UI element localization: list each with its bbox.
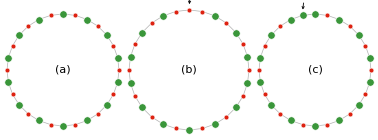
Point (110, 93, 116, 95)
Point (132, 95, 138, 97)
Point (160, 123, 166, 125)
Point (139, 106, 145, 108)
Point (73, 123, 79, 126)
Point (110, 45, 116, 47)
Point (336, 18, 342, 21)
Point (312, 13, 318, 15)
Point (233, 32, 239, 34)
Point (277, 25, 283, 27)
Point (312, 125, 318, 127)
Point (25, 25, 31, 27)
Point (363, 45, 369, 47)
Point (36, 18, 42, 21)
Point (73, 14, 79, 17)
Point (212, 123, 218, 125)
Point (212, 15, 218, 17)
Point (336, 119, 342, 122)
Point (223, 116, 229, 118)
Point (84, 119, 90, 122)
Point (223, 22, 229, 24)
Point (132, 43, 138, 45)
Point (199, 127, 205, 130)
Point (363, 93, 369, 95)
Point (149, 22, 155, 24)
Text: (c): (c) (308, 65, 322, 75)
Point (233, 106, 239, 108)
Point (257, 81, 263, 84)
Point (4, 69, 10, 71)
Point (36, 119, 42, 122)
Point (256, 69, 262, 71)
Point (127, 82, 133, 84)
Point (288, 18, 294, 21)
Point (262, 45, 268, 47)
Text: N-dopant: N-dopant (173, 0, 209, 3)
Point (5, 81, 11, 84)
Point (262, 93, 268, 95)
Point (16, 34, 22, 36)
Point (324, 123, 330, 126)
Point (173, 127, 179, 130)
Point (356, 104, 362, 106)
Point (25, 113, 31, 115)
Point (60, 13, 66, 15)
Point (127, 56, 133, 58)
Point (9, 93, 15, 95)
Point (48, 14, 54, 17)
Point (115, 56, 121, 59)
Point (367, 81, 373, 84)
Point (84, 18, 90, 21)
Point (245, 82, 251, 84)
Point (60, 125, 66, 127)
Point (347, 113, 353, 115)
Point (324, 14, 330, 17)
Point (268, 34, 274, 36)
Point (104, 34, 110, 36)
Point (173, 10, 179, 13)
Point (116, 69, 122, 71)
Point (95, 25, 101, 27)
Point (257, 56, 263, 59)
Point (16, 104, 22, 106)
Text: B-dopant: B-dopant (287, 0, 322, 9)
Point (277, 113, 283, 115)
Point (48, 123, 54, 126)
Point (288, 119, 294, 122)
Point (240, 95, 246, 97)
Point (299, 123, 305, 126)
Point (5, 56, 11, 59)
Point (149, 116, 155, 118)
Point (245, 56, 251, 58)
Point (126, 69, 132, 71)
Text: (b): (b) (181, 65, 197, 75)
Point (9, 45, 15, 47)
Point (139, 32, 145, 34)
Point (160, 15, 166, 17)
Point (268, 104, 274, 106)
Point (95, 113, 101, 115)
Point (368, 69, 374, 71)
Point (356, 34, 362, 36)
Point (186, 9, 192, 11)
Point (246, 69, 252, 71)
Point (186, 129, 192, 131)
Point (199, 10, 205, 13)
Point (104, 104, 110, 106)
Point (347, 25, 353, 27)
Point (299, 14, 305, 17)
Point (115, 81, 121, 84)
Text: (a): (a) (55, 65, 71, 75)
Point (240, 43, 246, 45)
Point (367, 56, 373, 59)
